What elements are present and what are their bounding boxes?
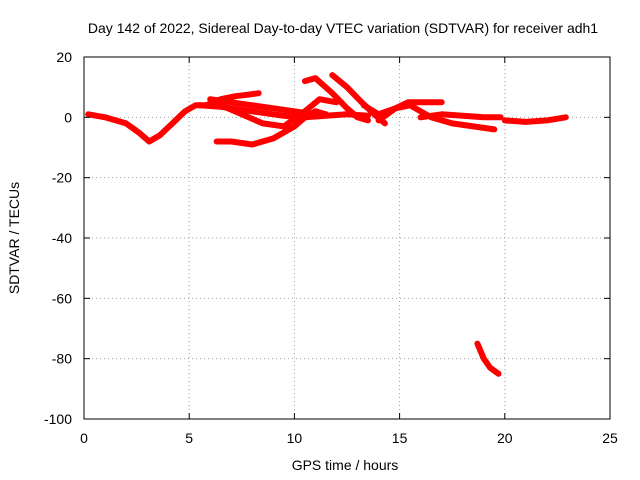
x-tick-label: 25 — [602, 430, 618, 446]
x-tick-label: 0 — [80, 430, 88, 446]
x-tick-label: 15 — [392, 430, 408, 446]
series-track-i — [301, 111, 371, 121]
data-series — [85, 72, 569, 377]
y-tick-label: -80 — [52, 351, 72, 367]
x-axis-label: GPS time / hours — [292, 457, 399, 473]
y-axis-label: SDTVAR / TECUs — [6, 182, 22, 294]
series-track-e — [213, 108, 329, 148]
series-track-c — [196, 102, 302, 121]
axis-ticks: 0 5 10 15 20 25 -100 -80 -60 -40 -20 0 20 — [44, 49, 618, 446]
series-track-m — [501, 114, 569, 125]
series-track-d — [207, 96, 319, 118]
y-tick-label: -20 — [52, 170, 72, 186]
y-tick-label: 0 — [64, 109, 72, 125]
x-tick-label: 5 — [185, 430, 193, 446]
chart-title: Day 142 of 2022, Sidereal Day-to-day VTE… — [88, 20, 598, 36]
series-track-n — [474, 340, 502, 377]
y-tick-label: 20 — [56, 49, 72, 65]
x-tick-label: 20 — [497, 430, 513, 446]
series-track-l — [417, 111, 504, 121]
series-track-a — [85, 102, 209, 145]
y-tick-label: -40 — [52, 230, 72, 246]
x-tick-label: 10 — [287, 430, 303, 446]
series-track-f — [217, 96, 340, 130]
y-tick-label: -60 — [52, 290, 72, 306]
y-tick-label: -100 — [44, 411, 72, 427]
